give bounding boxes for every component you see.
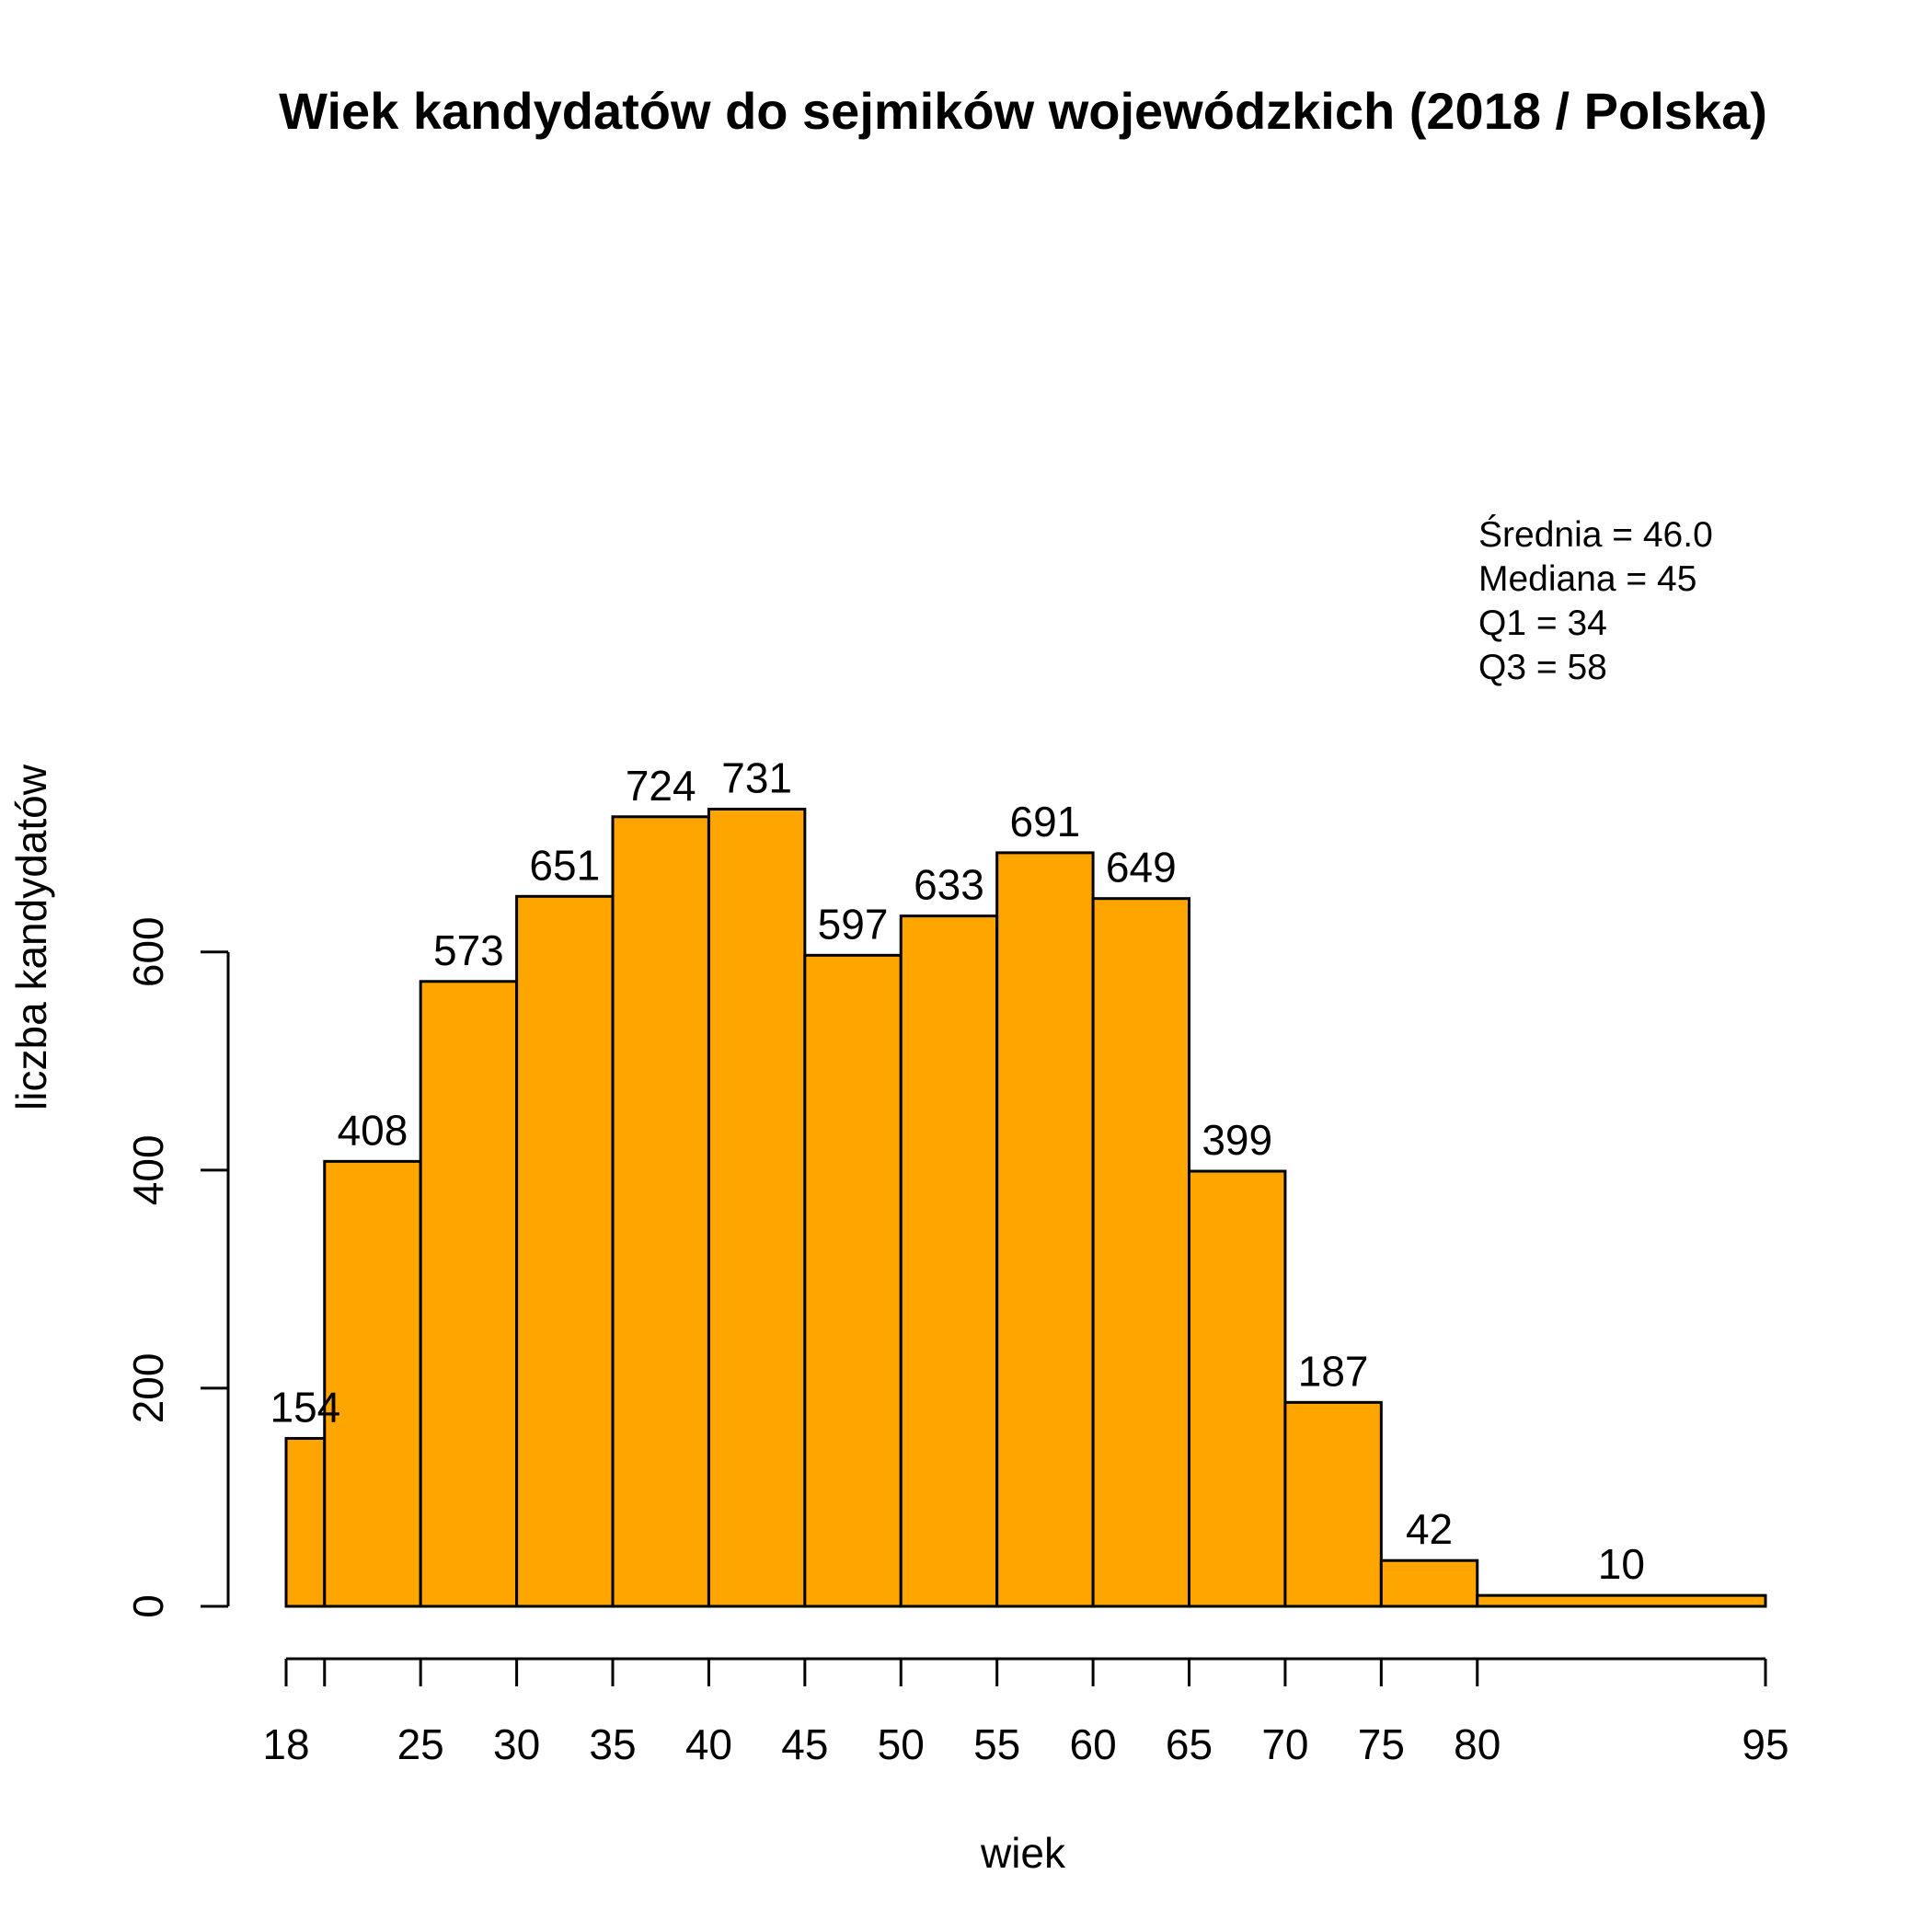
- y-tick-label: 400: [124, 1134, 172, 1205]
- bar-value-label: 42: [1406, 1505, 1453, 1553]
- x-tick-label: 75: [1358, 1720, 1405, 1768]
- histogram-bar: [803, 953, 903, 1608]
- histogram-bar: [323, 1159, 422, 1608]
- bar-value-labels: 154 408 573 651 724 731 597 633 691 649 399 187 42 10: [270, 753, 1645, 1588]
- bar-value-label: 731: [721, 753, 792, 801]
- statistics-annotation: Średnia = 46.0 Mediana = 45 Q1 = 34 Q3 =…: [1478, 513, 1713, 687]
- bar-value-label: 597: [818, 900, 889, 948]
- histogram-bar: [611, 815, 710, 1608]
- y-tick-label: 600: [124, 916, 172, 987]
- histogram-bar: [995, 851, 1095, 1608]
- histogram-bar: [899, 914, 999, 1608]
- bar-value-label: 724: [626, 762, 696, 810]
- y-axis: 0 200 400 600: [124, 916, 230, 1618]
- x-tick-label: 60: [1070, 1720, 1117, 1768]
- histogram-bar: [1283, 1400, 1383, 1608]
- y-tick-label: 200: [124, 1353, 172, 1424]
- histogram-bar: [1476, 1593, 1767, 1608]
- x-tick-label: 45: [781, 1720, 828, 1768]
- x-tick-label: 40: [685, 1720, 732, 1768]
- x-tick-label: 25: [397, 1720, 444, 1768]
- bar-value-label: 573: [433, 926, 504, 974]
- x-axis: 18 25 30 35 40 45 50 55 60 65 70 75 80 95: [262, 1657, 1789, 1768]
- x-tick-label: 50: [878, 1720, 925, 1768]
- x-tick-label: 70: [1261, 1720, 1308, 1768]
- histogram-bar: [1091, 897, 1191, 1608]
- histogram-bar: [707, 807, 807, 1608]
- x-tick-label: 80: [1454, 1720, 1501, 1768]
- stat-median: Mediana = 45: [1478, 559, 1696, 599]
- bar-value-label: 399: [1202, 1116, 1272, 1164]
- bars: [284, 807, 1767, 1608]
- bar-value-label: 633: [914, 861, 984, 909]
- x-tick-label: 35: [589, 1720, 636, 1768]
- stat-q3: Q3 = 58: [1478, 648, 1607, 687]
- histogram-bar: [419, 980, 519, 1608]
- x-tick-label: 65: [1166, 1720, 1213, 1768]
- y-axis-title: liczba kandydatów: [7, 764, 55, 1110]
- bar-value-label: 187: [1298, 1347, 1369, 1395]
- histogram-bar: [515, 894, 615, 1608]
- x-tick-label: 95: [1742, 1720, 1788, 1768]
- x-tick-label: 30: [493, 1720, 540, 1768]
- bar-value-label: 408: [338, 1106, 408, 1154]
- y-tick-label: 0: [124, 1594, 172, 1618]
- histogram-bar: [284, 1436, 327, 1608]
- histogram-bar: [1188, 1169, 1287, 1608]
- bar-value-label: 691: [1010, 798, 1081, 845]
- x-tick-label: 55: [973, 1720, 1020, 1768]
- bar-value-label: 10: [1598, 1540, 1645, 1588]
- histogram-bar: [1379, 1558, 1479, 1608]
- chart-title: Wiek kandydatów do sejmików wojewódzkich…: [279, 82, 1767, 140]
- stat-mean: Średnia = 46.0: [1478, 513, 1713, 555]
- bar-value-label: 649: [1106, 844, 1177, 891]
- x-axis-title: wiek: [980, 1829, 1066, 1877]
- bar-value-label: 651: [529, 841, 600, 889]
- stat-q1: Q1 = 34: [1478, 604, 1607, 643]
- bar-value-label: 154: [270, 1383, 341, 1431]
- x-tick-label: 18: [262, 1720, 309, 1768]
